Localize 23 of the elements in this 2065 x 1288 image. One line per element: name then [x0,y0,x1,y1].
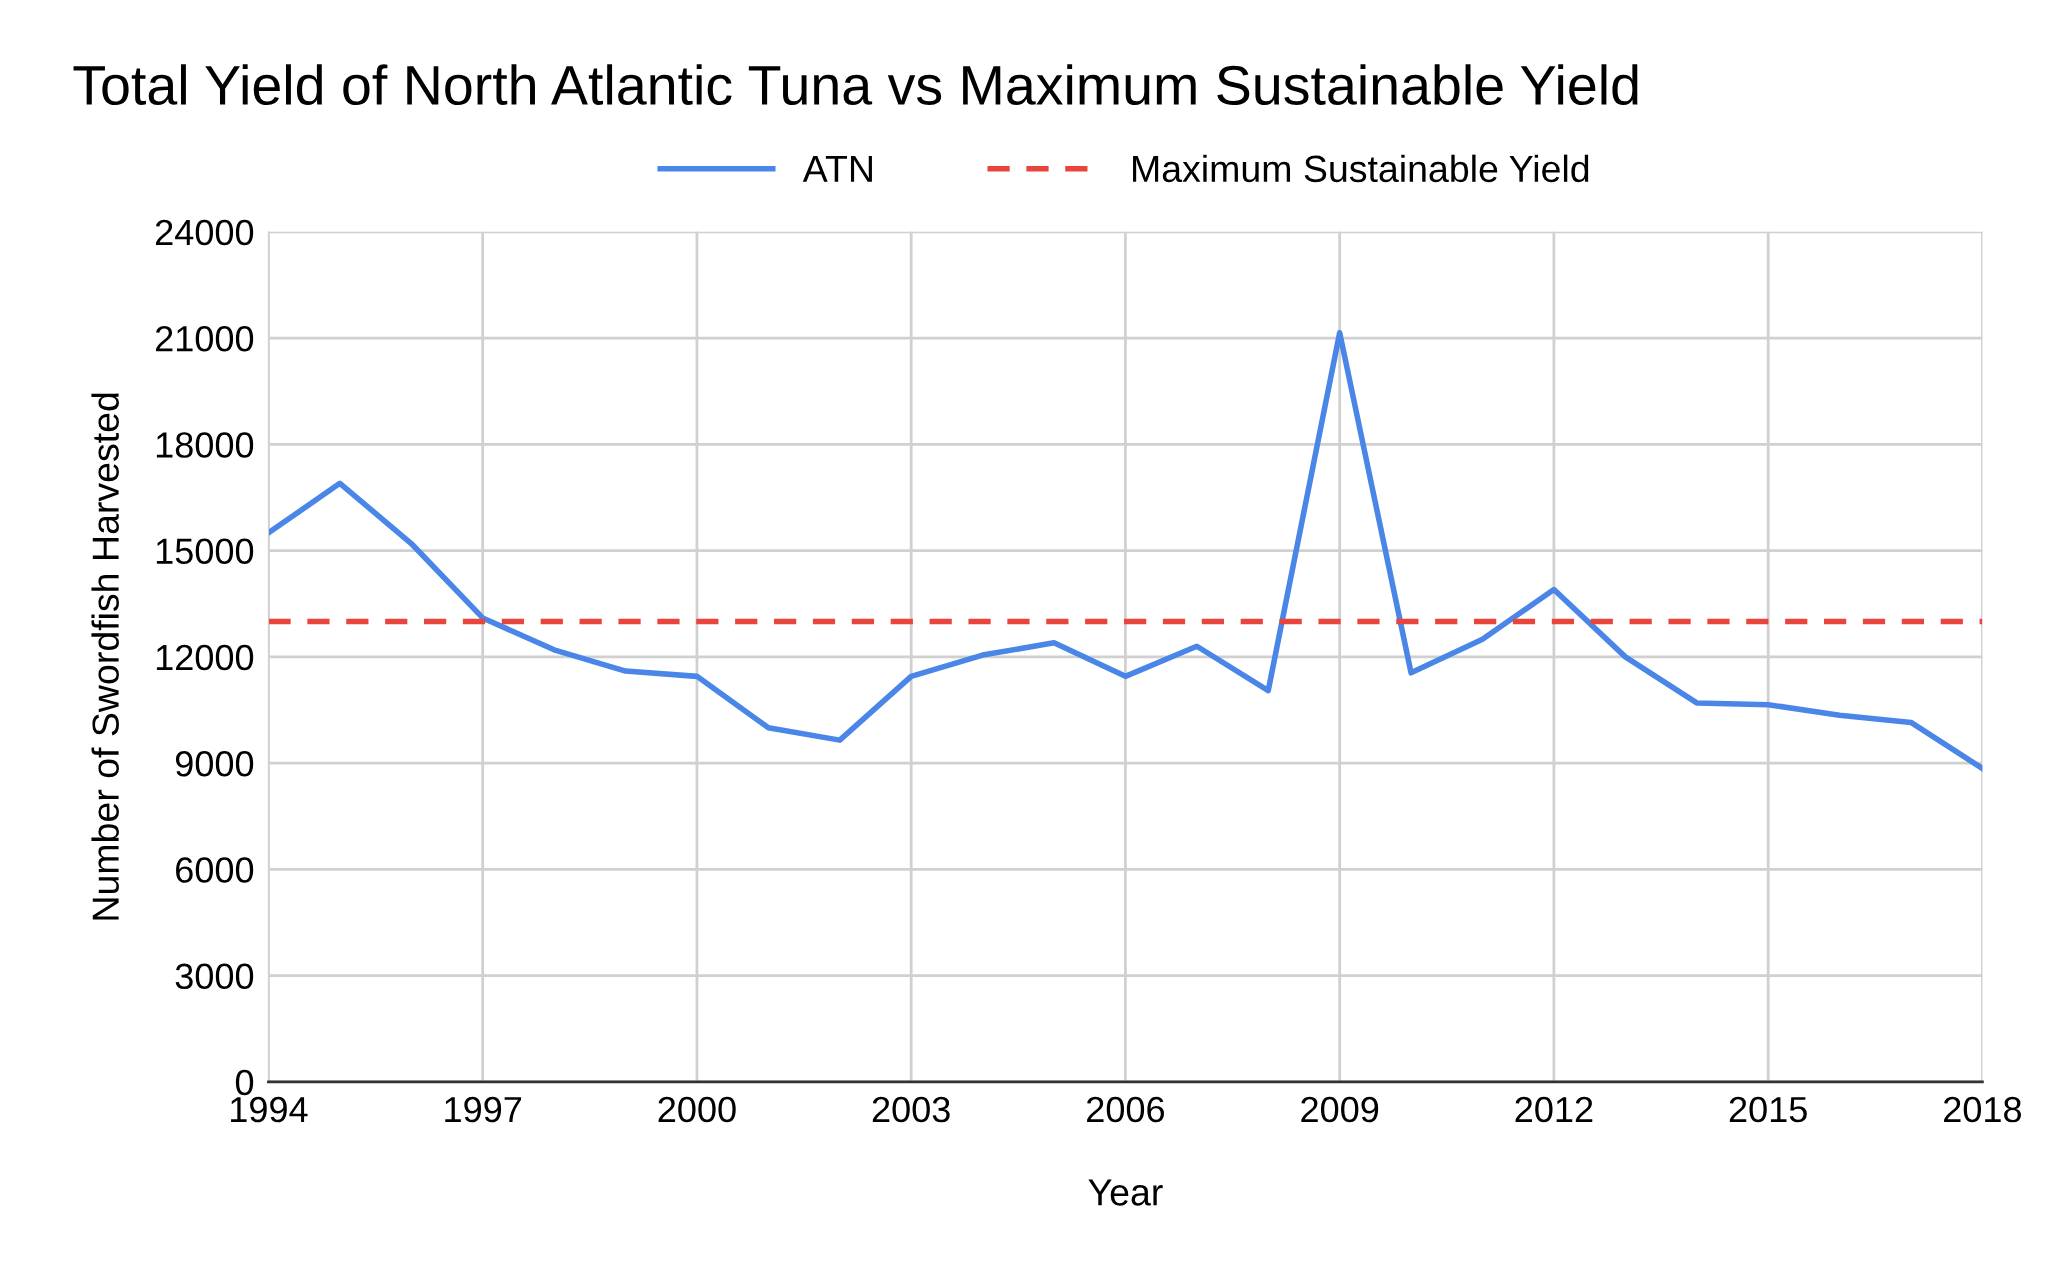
x-tick-label: 2000 [658,1096,736,1123]
x-tick-label: 2009 [1301,1096,1379,1123]
y-axis-title: Number of Swordfish Harvested [91,393,119,920]
y-tick-label: 18000 [156,432,254,458]
legend-label: Maximum Sustainable Yield [1133,154,1589,183]
x-tick-label: 2003 [872,1096,950,1123]
y-tick-label: 21000 [155,325,254,352]
x-tick-label: 2006 [1087,1096,1165,1123]
x-tick-label: 2012 [1515,1096,1593,1123]
x-tick-label: 1994 [231,1096,308,1123]
y-tick-label: 12000 [156,644,254,671]
legend-label: ATN [802,156,872,182]
x-tick-label: 2015 [1729,1096,1807,1123]
y-tick-label: 3000 [175,963,254,990]
x-tick-label: 1997 [445,1096,522,1123]
y-tick-label: 15000 [156,538,254,565]
chart-title: Total Yield of North Atlantic Tuna vs Maximum Sustainable Yield [73,64,1638,106]
y-tick-label: 6000 [176,857,254,883]
y-tick-label: 9000 [175,751,254,777]
x-axis-title: Year [1088,1179,1163,1206]
y-tick-label: 24000 [155,219,254,246]
y-tick-label: 0 [235,1069,254,1096]
x-tick-label: 2018 [1944,1096,2021,1123]
